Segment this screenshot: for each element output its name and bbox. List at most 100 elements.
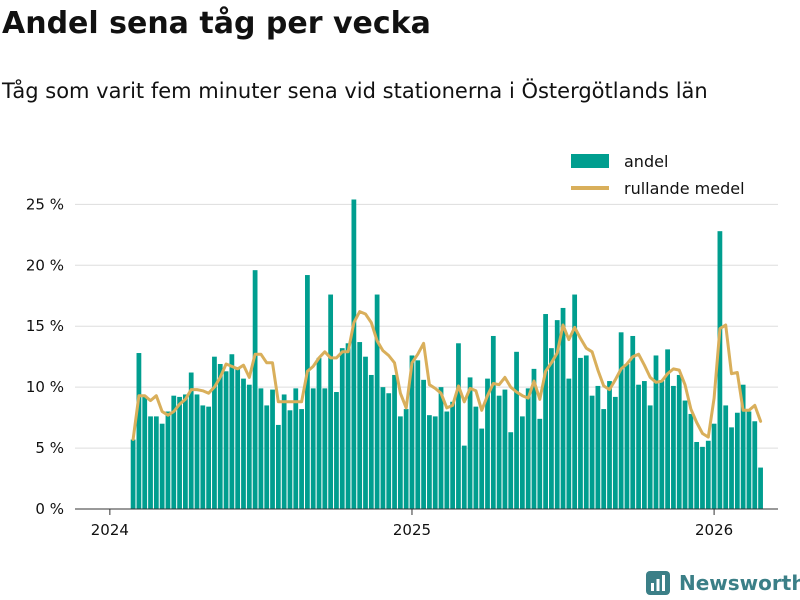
- bar: [351, 199, 357, 510]
- bar: [740, 384, 746, 509]
- bar: [380, 387, 386, 509]
- bar: [415, 360, 421, 509]
- bar: [223, 371, 229, 509]
- bar: [397, 416, 403, 509]
- bar: [502, 389, 508, 509]
- bar: [130, 439, 136, 509]
- bar: [671, 385, 676, 509]
- bar: [456, 343, 461, 509]
- bar: [246, 384, 252, 509]
- bar: [165, 411, 171, 509]
- bar: [171, 395, 177, 509]
- x-tick-label: 2025: [393, 521, 431, 539]
- bar: [554, 320, 560, 509]
- bar: [153, 416, 159, 509]
- bar: [688, 413, 694, 509]
- chart-title: Andel sena tåg per vecka: [2, 6, 431, 41]
- bar: [752, 421, 758, 509]
- bar: [758, 467, 763, 509]
- x-tick-label: 2026: [695, 521, 733, 539]
- bar: [717, 231, 723, 509]
- bar: [345, 343, 351, 509]
- bar: [461, 445, 467, 509]
- bar: [438, 387, 444, 509]
- legend-swatch-andel: [571, 154, 609, 168]
- bar: [275, 424, 281, 509]
- legend-label-rullande-medel: rullande medel: [624, 179, 745, 198]
- bar: [630, 335, 636, 509]
- bar: [467, 377, 473, 509]
- bar: [479, 428, 485, 509]
- bar: [299, 409, 304, 509]
- bar: [270, 389, 275, 509]
- bar: [665, 349, 670, 509]
- bar: [519, 416, 525, 509]
- y-tick-label: 15 %: [26, 317, 64, 335]
- bar: [682, 400, 688, 509]
- line-series-rullande-medel: [131, 310, 763, 441]
- bar: [235, 368, 241, 509]
- legend-label-andel: andel: [624, 152, 668, 171]
- bar: [607, 381, 612, 509]
- bar: [612, 396, 618, 509]
- bar: [444, 411, 450, 509]
- bar: [473, 406, 479, 509]
- brand-logo: Newsworthy: [645, 568, 800, 598]
- bar: [676, 374, 682, 509]
- x-tick-label: 2024: [91, 521, 129, 539]
- bar: [305, 275, 310, 509]
- bar: [200, 405, 206, 509]
- y-tick-label: 20 %: [26, 256, 64, 274]
- bar: [241, 378, 246, 509]
- bar: [252, 270, 258, 509]
- y-tick-label: 25 %: [26, 195, 64, 213]
- bar: [142, 395, 148, 509]
- chart-subtitle: Tåg som varit fem minuter sena vid stati…: [2, 79, 708, 103]
- bar: [595, 385, 601, 509]
- bar: [734, 412, 740, 509]
- y-tick-label: 10 %: [26, 378, 64, 396]
- bar: [183, 394, 188, 509]
- bar: [514, 351, 519, 509]
- bar: [572, 294, 578, 509]
- bar: [421, 379, 426, 509]
- bar: [392, 374, 397, 509]
- bar: [287, 410, 293, 509]
- bar: [647, 405, 653, 509]
- bar: [374, 294, 380, 509]
- bar: [334, 392, 339, 509]
- bar: [485, 378, 490, 509]
- bar: [357, 342, 363, 509]
- bar: [543, 314, 548, 509]
- bar: [624, 363, 630, 509]
- bar: [328, 294, 334, 509]
- bar: [339, 348, 345, 509]
- bar: [258, 388, 264, 509]
- bar: [659, 381, 665, 509]
- bar: [177, 396, 182, 509]
- bar: [641, 381, 647, 509]
- bar: [409, 355, 415, 509]
- bar: [310, 388, 316, 509]
- bar: [583, 355, 589, 509]
- rolling-mean-line: [131, 310, 763, 441]
- bar: [729, 427, 734, 509]
- bar: [188, 372, 194, 509]
- bar: [636, 384, 641, 509]
- axes: 0 % 5 % 10 % 15 % 20 % 25 % 2024 2025 2026: [26, 195, 778, 539]
- bar: [653, 355, 659, 509]
- bar: [368, 374, 374, 509]
- bar: [711, 423, 717, 509]
- bar: [281, 394, 287, 509]
- bar: [212, 356, 217, 509]
- bar: [508, 432, 514, 509]
- bar: [525, 388, 531, 509]
- bar: [148, 416, 153, 509]
- legend: andel rullande medel: [571, 152, 745, 198]
- bar: [705, 440, 711, 509]
- y-tick-label: 5 %: [35, 439, 64, 457]
- bar: [322, 388, 328, 509]
- bar: [217, 363, 223, 509]
- bar: [194, 394, 200, 509]
